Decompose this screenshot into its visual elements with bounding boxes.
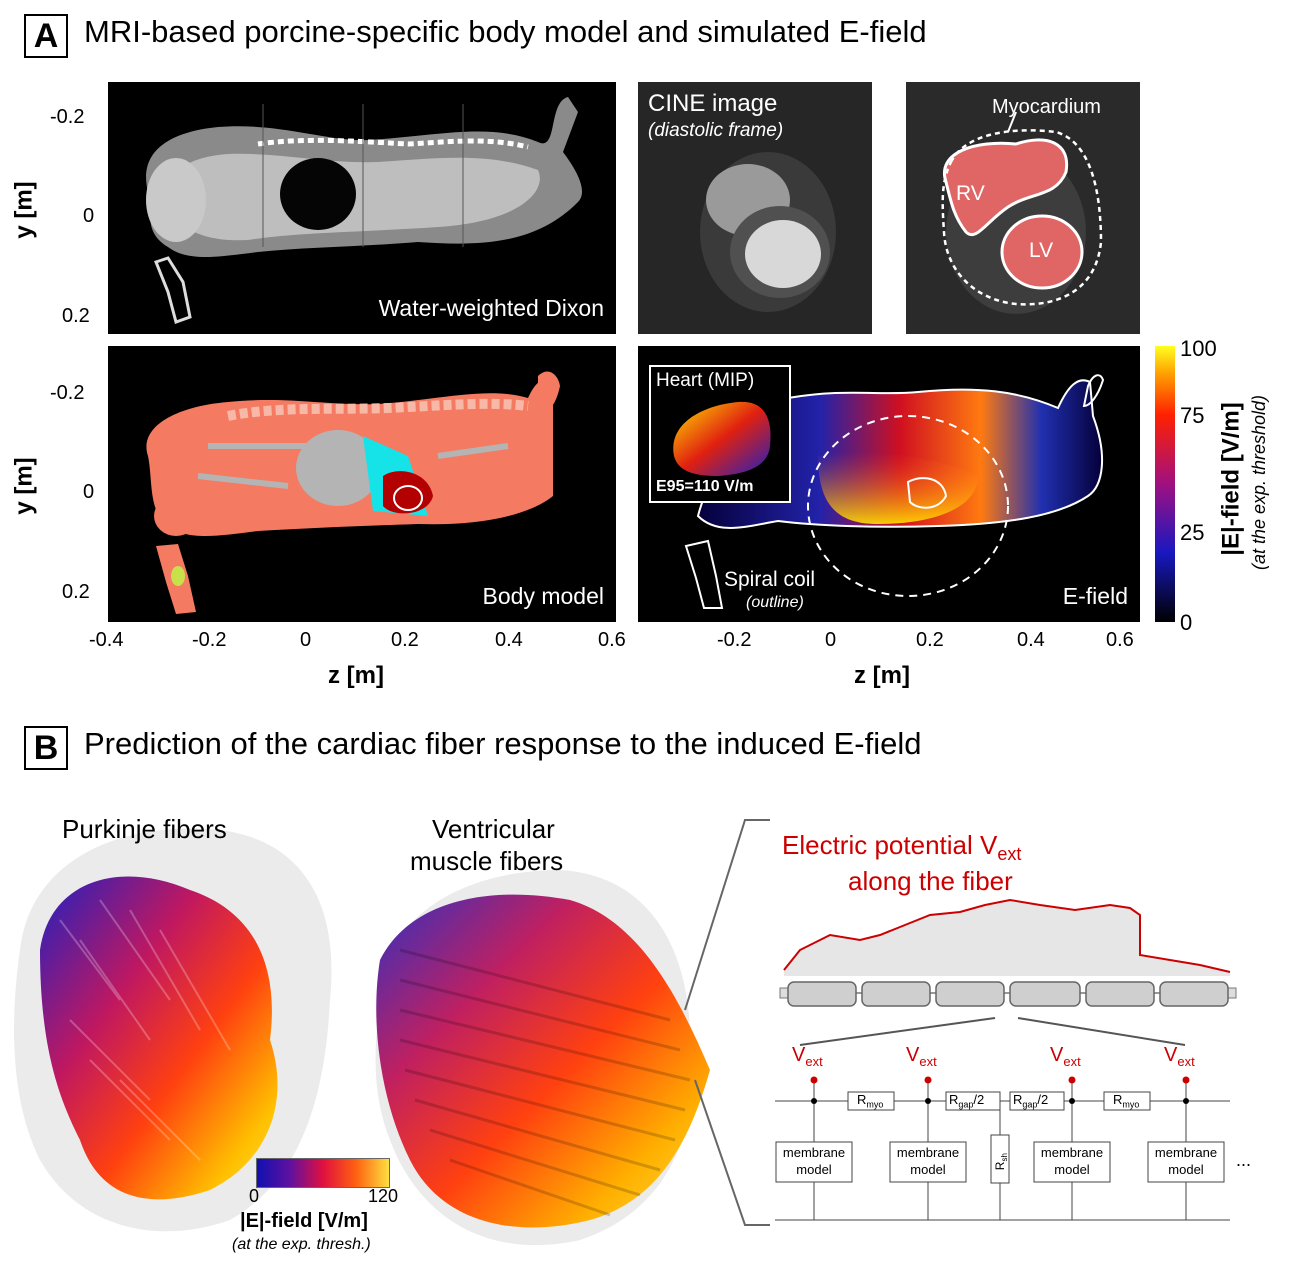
panel-b-title: Prediction of the cardiac fiber response… xyxy=(84,726,922,761)
vext-label: Vext xyxy=(906,1044,937,1069)
membrane-model-label: membrane model xyxy=(1154,1145,1218,1177)
potential-title-line2: along the fiber xyxy=(848,866,1013,896)
lv-label: LV xyxy=(1029,239,1054,262)
r-gap-label: Rgap/2 xyxy=(1013,1092,1049,1110)
z-tick: 0 xyxy=(825,629,837,651)
spiral-coil-label: Spiral coil xyxy=(724,568,816,591)
ventricular-label-2: muscle fibers xyxy=(410,846,564,876)
ventricular-label-1: Ventricular xyxy=(432,814,555,844)
z-tick: 0.2 xyxy=(916,629,944,651)
vext-label: Vext xyxy=(792,1044,823,1069)
panel-b-letter: B xyxy=(24,726,68,770)
colorbar-a-tick: 0 xyxy=(1180,610,1193,635)
colorbar-b-label: |E|-field [V/m] xyxy=(240,1210,368,1232)
y-tick: 0.2 xyxy=(62,581,90,603)
r-sh-label: Rsh xyxy=(992,1153,1010,1171)
efield-image: Heart (MIP) E95=110 V/m Spiral coil (out… xyxy=(638,346,1140,622)
z-tick: 0 xyxy=(300,629,312,651)
e95-label: E95=110 V/m xyxy=(656,478,754,495)
rv-label: RV xyxy=(956,182,985,205)
colorbar-a-tick: 100 xyxy=(1180,336,1217,361)
colorbar-b-max: 120 xyxy=(368,1186,399,1206)
spiral-coil-sublabel: (outline) xyxy=(746,594,804,611)
dixon-caption: Water-weighted Dixon xyxy=(378,295,604,321)
efield-caption: E-field xyxy=(1062,583,1128,609)
potential-title-line1: Electric potential Vext xyxy=(782,830,1021,865)
z-tick: 0.6 xyxy=(1106,629,1134,651)
purkinje-label: Purkinje fibers xyxy=(62,814,227,844)
ventricular-fibers-render: Ventricular muscle fibers xyxy=(340,800,720,1280)
y-tick: 0 xyxy=(83,481,95,503)
r-myo-label: Rmyo xyxy=(857,1092,884,1110)
z-tick: -0.2 xyxy=(192,629,227,651)
dixon-mri-image: Water-weighted Dixon xyxy=(108,82,616,334)
body-model-caption: Body model xyxy=(482,583,604,609)
purkinje-fibers-render: Purkinje fibers xyxy=(0,800,360,1250)
vext-label: Vext xyxy=(1164,1044,1195,1069)
z-tick: 0.4 xyxy=(495,629,523,651)
colorbar-a xyxy=(1155,346,1175,622)
membrane-model-label: membrane model xyxy=(1040,1145,1104,1177)
cine-subtitle: (diastolic frame) xyxy=(648,120,784,141)
cine-title: CINE image xyxy=(648,90,778,117)
fiber-cell xyxy=(787,981,857,1007)
fiber-cell xyxy=(1159,981,1229,1007)
membrane-model-label: membrane model xyxy=(896,1145,960,1177)
z-axis-label-left: z [m] xyxy=(328,662,384,689)
fiber-cell xyxy=(935,981,1005,1007)
y-tick: 0.2 xyxy=(62,305,90,327)
panel-a-letter: A xyxy=(24,14,68,58)
z-axis-label-right: z [m] xyxy=(854,662,910,689)
y-tick: -0.2 xyxy=(50,382,85,404)
fiber-cell xyxy=(861,981,931,1007)
membrane-model-label: membrane model xyxy=(782,1145,846,1177)
y-tick: 0 xyxy=(83,205,95,227)
potential-title-sub: ext xyxy=(997,844,1022,865)
myocardium-label: Myocardium xyxy=(992,96,1101,118)
colorbar-a-tick: 25 xyxy=(1180,520,1205,545)
colorbar-b xyxy=(256,1158,390,1188)
colorbar-b-sublabel: (at the exp. thresh.) xyxy=(232,1236,371,1253)
z-tick: 0.4 xyxy=(1017,629,1045,651)
y-tick: -0.2 xyxy=(50,106,85,128)
z-tick: 0.2 xyxy=(391,629,419,651)
cine-image: CINE image (diastolic frame) xyxy=(638,82,872,334)
fiber-cell xyxy=(1009,981,1081,1007)
segmentation-image: Myocardium RV LV xyxy=(906,82,1140,334)
panel-a-title: MRI-based porcine-specific body model an… xyxy=(84,14,927,49)
ellipsis-label: ... xyxy=(1236,1150,1252,1170)
heart-mip-label: Heart (MIP) xyxy=(656,370,755,391)
z-tick: -0.4 xyxy=(89,629,124,651)
z-tick: -0.2 xyxy=(717,629,752,651)
z-tick: 0.6 xyxy=(598,629,626,651)
r-gap-label: Rgap/2 xyxy=(949,1092,985,1110)
colorbar-a-tick: 75 xyxy=(1180,403,1205,428)
vext-label: Vext xyxy=(1050,1044,1081,1069)
colorbar-b-min: 0 xyxy=(249,1186,260,1206)
body-model-image: Body model xyxy=(108,346,616,622)
r-myo-label: Rmyo xyxy=(1113,1092,1140,1110)
fiber-cell xyxy=(1085,981,1155,1007)
potential-title-text: Electric potential V xyxy=(782,830,998,860)
